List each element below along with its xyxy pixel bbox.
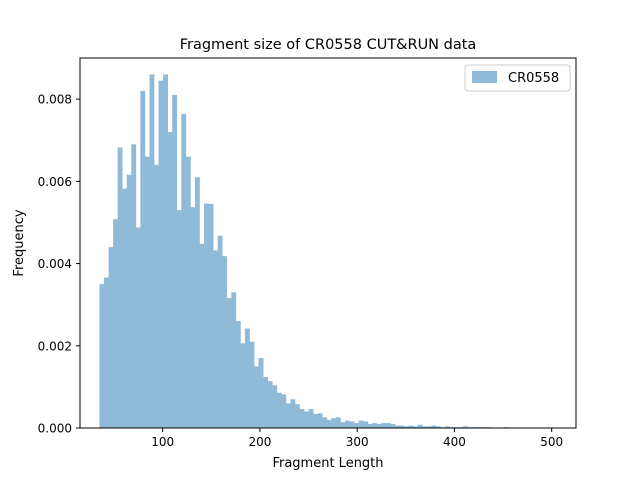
histogram-bar (408, 425, 414, 428)
histogram-bar (135, 227, 141, 428)
x-axis-ticks: 100 200 300 400 500 (151, 428, 563, 449)
histogram-bar (108, 247, 114, 428)
histogram-bar (222, 256, 228, 428)
histogram-bar (190, 207, 196, 428)
histogram-bar (394, 425, 400, 428)
histogram-bar (349, 421, 355, 428)
histogram-bar (149, 74, 155, 428)
histogram-bar (126, 174, 132, 428)
histogram-bar (299, 409, 305, 428)
histogram-bar (340, 422, 346, 428)
histogram-bar (435, 426, 441, 428)
histogram-bar (308, 409, 314, 428)
histogram-bar (354, 423, 359, 428)
histogram-bar (163, 74, 168, 428)
histogram-bar (194, 177, 200, 428)
histogram-bar (213, 250, 219, 428)
histogram-bar (231, 292, 237, 428)
histogram-bar (254, 366, 259, 428)
histogram-bar (185, 156, 191, 429)
y-tick-label: 0.004 (38, 257, 72, 271)
histogram-bar (335, 417, 341, 428)
histogram-bar (304, 411, 309, 428)
x-tick-label: 400 (443, 435, 466, 449)
histogram-bar (426, 426, 432, 428)
histogram-bar (285, 403, 291, 428)
y-tick-label: 0.002 (38, 339, 72, 353)
histogram-bar (158, 80, 164, 429)
histogram-bar (122, 188, 128, 428)
histogram-bar (294, 404, 300, 428)
histogram-bar (358, 420, 364, 428)
y-tick-label: 0.006 (38, 175, 72, 189)
histogram-bar (226, 298, 232, 428)
y-tick-label: 0.000 (38, 422, 72, 436)
histogram-bar (199, 243, 205, 428)
histogram-bar (204, 203, 209, 428)
histogram-bar (235, 321, 241, 428)
histogram-bar (272, 385, 278, 428)
histogram-bar (331, 418, 337, 428)
histogram-bar (372, 423, 378, 428)
histogram-bar (463, 426, 469, 428)
histogram-bar (363, 421, 369, 428)
histogram-bars (99, 74, 555, 429)
histogram-bar (390, 423, 396, 428)
histogram-bar (208, 203, 214, 428)
histogram-bar (99, 284, 105, 428)
x-tick-label: 300 (346, 435, 369, 449)
histogram-bar (404, 426, 409, 428)
histogram-bar (317, 413, 323, 428)
histogram-bar (144, 156, 150, 429)
x-axis-label: Fragment Length (272, 456, 383, 471)
y-axis-ticks: 0.000 0.002 0.004 0.006 0.008 (38, 93, 80, 436)
chart-title: Fragment size of CR0558 CUT&RUN data (180, 37, 477, 53)
histogram-bar (376, 423, 382, 428)
histogram-bar (240, 343, 246, 428)
histogram-bar (167, 132, 173, 428)
histogram-bar (399, 425, 405, 428)
histogram-bar (413, 426, 419, 428)
histogram-bar (344, 420, 350, 428)
x-tick-label: 500 (540, 435, 563, 449)
histogram-bar (104, 277, 109, 428)
histogram-bar (181, 113, 187, 428)
histogram-bar (326, 419, 332, 428)
histogram-bar (385, 423, 391, 428)
histogram-bar (422, 426, 428, 428)
y-tick-label: 0.008 (38, 93, 72, 107)
histogram-bar (131, 144, 137, 428)
histogram-bar (313, 414, 319, 428)
histogram-bar (445, 426, 450, 428)
histogram-bar (140, 90, 146, 428)
histogram-bar (176, 210, 182, 428)
x-tick-label: 100 (151, 435, 174, 449)
histogram-bar (267, 381, 273, 428)
histogram-bar (217, 235, 223, 428)
histogram-bar (154, 164, 159, 428)
plot-frame (79, 57, 577, 429)
legend-swatch (472, 71, 497, 83)
histogram-bar (281, 394, 287, 428)
legend-label: CR0558 (508, 71, 559, 86)
y-axis-label: Frequency (12, 209, 27, 276)
histogram-bar (431, 425, 437, 428)
histogram-bar (172, 95, 178, 428)
histogram-bar (381, 423, 387, 428)
histogram-bar (417, 424, 423, 428)
histogram-bar (249, 341, 255, 428)
histogram-bar (113, 219, 118, 428)
histogram-bar (322, 417, 328, 428)
histogram-bar (367, 423, 373, 428)
legend: CR0558 (464, 64, 571, 92)
histogram-bar (244, 328, 250, 428)
histogram-bar (290, 399, 296, 428)
histogram-bar (263, 377, 269, 428)
histogram-bar (258, 358, 264, 428)
histogram-bar (117, 147, 123, 428)
x-tick-label: 200 (248, 435, 271, 449)
histogram-bar (276, 392, 282, 428)
